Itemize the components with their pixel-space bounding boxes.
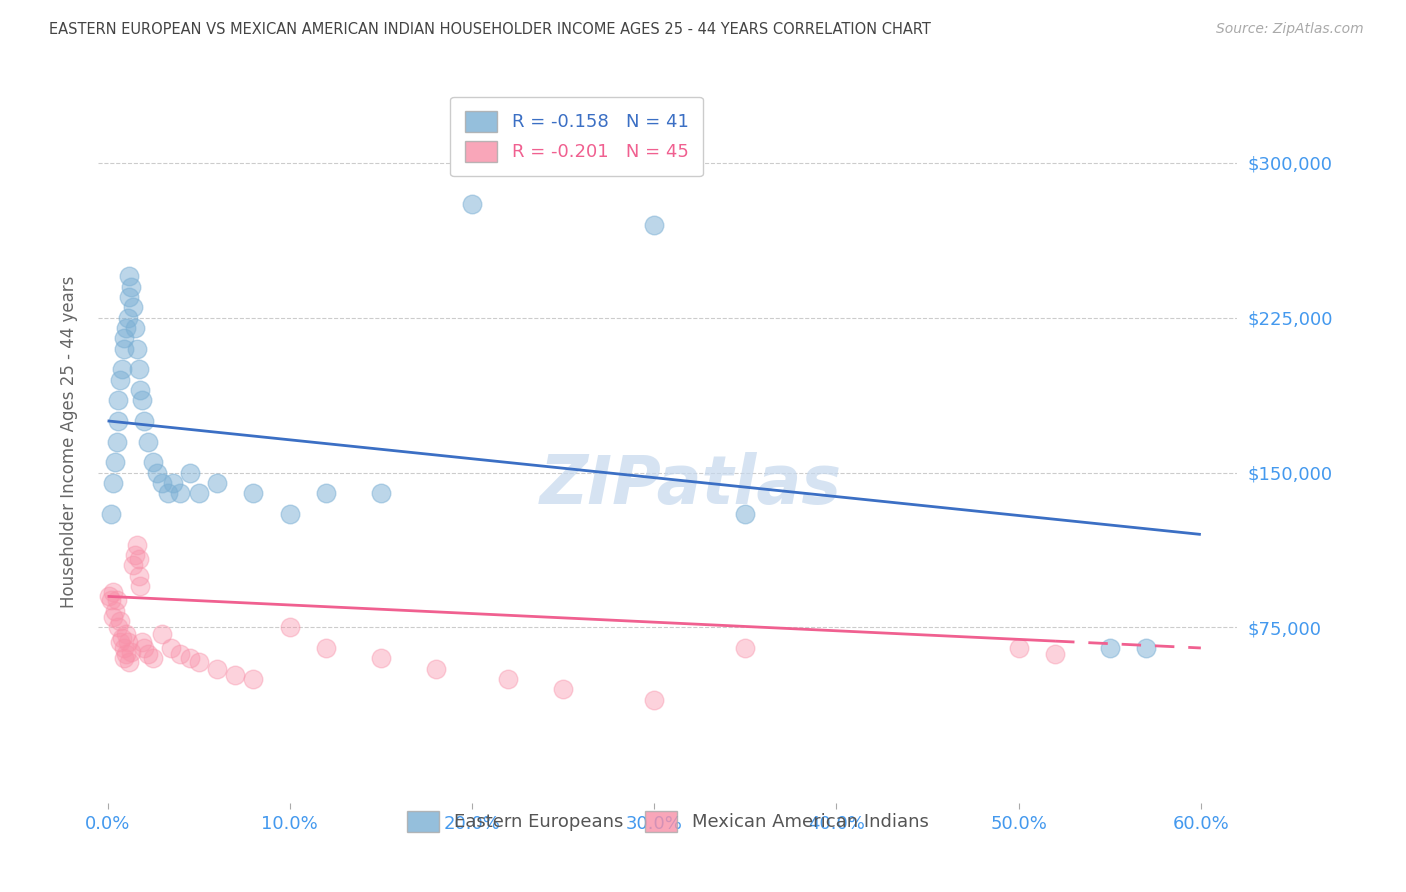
- Point: [105, 593, 128, 607]
- Point: [98, 590, 121, 604]
- Point: [734, 640, 756, 655]
- Point: [179, 466, 201, 480]
- Point: [117, 310, 139, 325]
- Point: [107, 414, 129, 428]
- Point: [128, 362, 150, 376]
- Point: [114, 647, 136, 661]
- Point: [187, 656, 209, 670]
- Point: [112, 651, 135, 665]
- Point: [112, 342, 135, 356]
- Point: [107, 393, 129, 408]
- Point: [315, 486, 337, 500]
- Point: [110, 634, 132, 648]
- Point: [242, 672, 264, 686]
- Point: [187, 486, 209, 500]
- Point: [169, 647, 191, 661]
- Point: [128, 568, 150, 582]
- Point: [643, 218, 665, 232]
- Point: [150, 475, 173, 490]
- Point: [370, 486, 392, 500]
- Point: [224, 668, 246, 682]
- Point: [117, 634, 139, 648]
- Point: [118, 656, 141, 670]
- Point: [205, 475, 228, 490]
- Point: [136, 647, 159, 661]
- Point: [128, 552, 150, 566]
- Point: [169, 486, 191, 500]
- Point: [370, 651, 392, 665]
- Y-axis label: Householder Income Ages 25 - 44 years: Householder Income Ages 25 - 44 years: [59, 276, 77, 607]
- Text: Source: ZipAtlas.com: Source: ZipAtlas.com: [1216, 22, 1364, 37]
- Point: [122, 301, 145, 315]
- Point: [100, 507, 122, 521]
- Point: [120, 279, 142, 293]
- Point: [179, 651, 201, 665]
- Point: [112, 640, 135, 655]
- Point: [124, 548, 146, 562]
- Point: [114, 321, 136, 335]
- Point: [278, 620, 301, 634]
- Point: [142, 651, 165, 665]
- Point: [118, 269, 141, 284]
- Point: [142, 455, 165, 469]
- Point: [100, 593, 122, 607]
- Point: [124, 321, 146, 335]
- Point: [1135, 640, 1157, 655]
- Point: [131, 393, 153, 408]
- Point: [136, 434, 159, 449]
- Point: [132, 414, 155, 428]
- Point: [551, 682, 574, 697]
- Text: ZIPatlas: ZIPatlas: [540, 452, 842, 518]
- Point: [315, 640, 337, 655]
- Point: [1043, 647, 1066, 661]
- Point: [425, 662, 447, 676]
- Point: [110, 373, 132, 387]
- Point: [101, 585, 124, 599]
- Point: [118, 290, 141, 304]
- Point: [111, 631, 134, 645]
- Point: [278, 507, 301, 521]
- Point: [150, 626, 173, 640]
- Point: [131, 634, 153, 648]
- Point: [162, 475, 184, 490]
- Point: [145, 466, 167, 480]
- Point: [110, 614, 132, 628]
- Point: [734, 507, 756, 521]
- Legend: Eastern Europeans, Mexican American Indians: Eastern Europeans, Mexican American Indi…: [398, 802, 938, 841]
- Point: [1007, 640, 1029, 655]
- Point: [643, 692, 665, 706]
- Point: [498, 672, 520, 686]
- Point: [242, 486, 264, 500]
- Point: [129, 383, 152, 397]
- Point: [125, 342, 148, 356]
- Point: [101, 610, 124, 624]
- Text: EASTERN EUROPEAN VS MEXICAN AMERICAN INDIAN HOUSEHOLDER INCOME AGES 25 - 44 YEAR: EASTERN EUROPEAN VS MEXICAN AMERICAN IND…: [49, 22, 931, 37]
- Point: [461, 197, 484, 211]
- Point: [125, 538, 148, 552]
- Point: [114, 626, 136, 640]
- Point: [160, 640, 183, 655]
- Point: [104, 604, 127, 618]
- Point: [111, 362, 134, 376]
- Point: [122, 558, 145, 573]
- Point: [107, 620, 129, 634]
- Point: [1098, 640, 1121, 655]
- Point: [129, 579, 152, 593]
- Point: [205, 662, 228, 676]
- Point: [132, 640, 155, 655]
- Point: [156, 486, 179, 500]
- Point: [120, 645, 142, 659]
- Point: [104, 455, 127, 469]
- Point: [101, 475, 124, 490]
- Point: [105, 434, 128, 449]
- Point: [112, 331, 135, 345]
